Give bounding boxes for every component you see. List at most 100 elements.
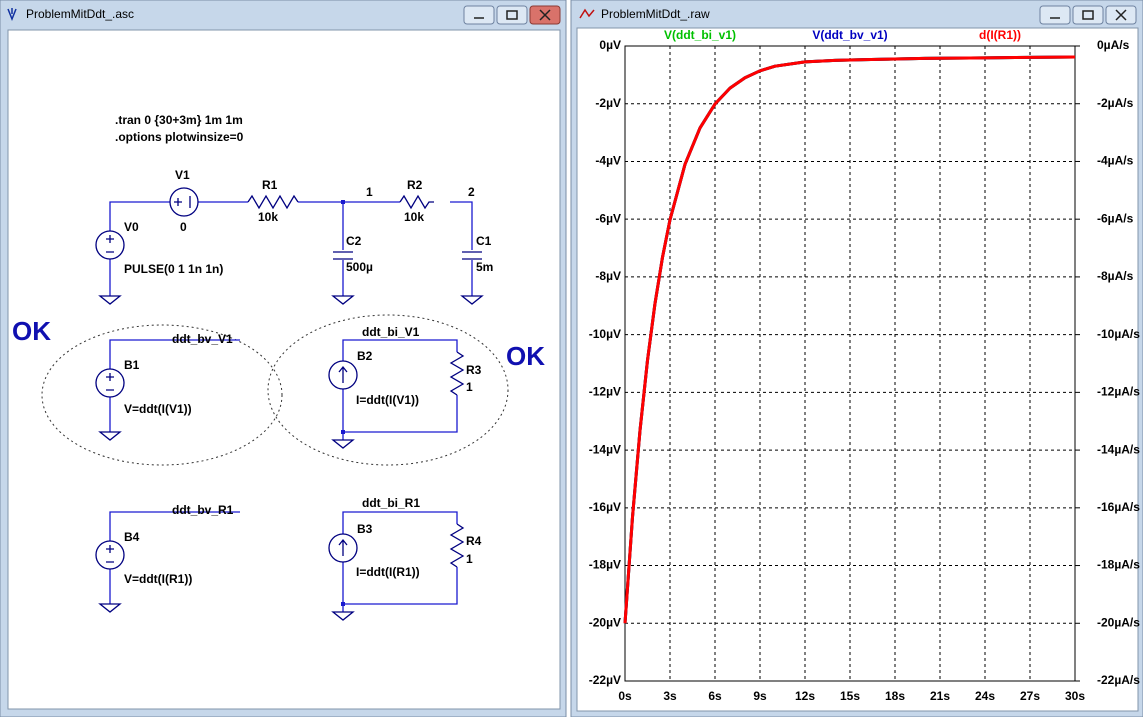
current-source	[328, 360, 358, 390]
trace	[623, 55, 1076, 624]
button-glyphs	[474, 9, 551, 21]
y-tick-label: 0µV	[599, 38, 621, 52]
y2-tick-label: -14µA/s	[1097, 442, 1140, 456]
title-bar: ProblemMitDdt_.asc	[7, 5, 561, 25]
x-tick-label: 18s	[885, 689, 905, 703]
v0-source	[95, 230, 125, 260]
grounds	[98, 295, 484, 305]
label: I=ddt(I(R1))	[356, 565, 420, 579]
minimize-button[interactable]	[463, 5, 495, 25]
y-tick-label: -6µV	[595, 211, 621, 225]
wires	[109, 339, 458, 612]
current-source	[328, 533, 358, 563]
label: R2	[407, 178, 423, 192]
x-tick-label: 27s	[1020, 689, 1040, 703]
label: 1	[466, 380, 473, 394]
label: V0	[124, 220, 139, 234]
button-glyphs	[1050, 9, 1127, 21]
x-tick-label: 6s	[708, 689, 722, 703]
b-source	[95, 540, 125, 570]
y2-tick-label: -16µA/s	[1097, 500, 1140, 514]
x-tick-label: 9s	[753, 689, 767, 703]
current-arrows	[338, 365, 348, 556]
label: ddt_bi_V1	[362, 325, 420, 339]
x-tick-label: 0s	[618, 689, 632, 703]
junction	[341, 602, 345, 606]
y-tick-label: -4µV	[595, 154, 621, 168]
x-tick-label: 3s	[663, 689, 677, 703]
b-source	[95, 368, 125, 398]
junction	[341, 430, 345, 434]
y2-tick-label: 0µA/s	[1097, 38, 1130, 52]
y-tick-label: -8µV	[595, 269, 621, 283]
y-tick-label: -22µV	[589, 673, 621, 687]
label: V1	[175, 168, 190, 182]
legend-entry: V(ddt_bi_v1)	[664, 28, 736, 42]
group-ellipse	[41, 324, 283, 466]
waveform-window: ProblemMitDdt_.raw 0µV -2µV -4µV -6µV -8µV -1…	[570, 0, 1143, 717]
schematic-window: ProblemMitDdt_.asc .tran 0 {30+3m} 1m 1m…	[0, 0, 567, 717]
source-signs	[106, 373, 114, 563]
label: B3	[357, 522, 373, 536]
app-icon	[579, 8, 595, 19]
label: B1	[124, 358, 140, 372]
label: 10k	[404, 210, 424, 224]
y-tick-label: -18µV	[589, 558, 621, 572]
wires	[109, 201, 473, 296]
y-tick-label: -10µV	[589, 327, 621, 341]
y2-tick-label: -20µA/s	[1097, 615, 1140, 629]
group-ellipse	[267, 314, 509, 466]
minimize-button[interactable]	[1039, 5, 1071, 25]
maximize-button[interactable]	[496, 5, 528, 25]
label: R1	[262, 178, 278, 192]
label: C1	[476, 234, 492, 248]
plot: 0µV -2µV -4µV -6µV -8µV -10µV -12µV -14µV -16µV -…	[589, 28, 1141, 703]
label: B2	[357, 349, 373, 363]
label: 10k	[258, 210, 278, 224]
title-bar: ProblemMitDdt_.raw	[579, 5, 1137, 25]
label: ddt_bv_V1	[172, 332, 233, 346]
x-tick-label: 24s	[975, 689, 995, 703]
label: ddt_bi_R1	[362, 496, 420, 510]
v1-source	[169, 187, 199, 217]
y-tick-label: -12µV	[589, 385, 621, 399]
label: PULSE(0 1 1n 1n)	[124, 262, 223, 276]
window-title: ProblemMitDdt_.raw	[601, 7, 710, 21]
y2-tick-label: -4µA/s	[1097, 154, 1134, 168]
label: 1	[466, 552, 473, 566]
ok-annotation: OK	[12, 316, 51, 346]
label: R3	[466, 363, 482, 377]
junction	[341, 200, 345, 204]
directive: .options plotwinsize=0	[115, 130, 244, 144]
maximize-button[interactable]	[1072, 5, 1104, 25]
circuit-main	[95, 187, 484, 305]
label: 500µ	[346, 260, 373, 274]
label: B4	[124, 530, 140, 544]
x-tick-label: 21s	[930, 689, 950, 703]
directive: .tran 0 {30+3m} 1m 1m	[115, 113, 243, 127]
y2-tick-label: -8µA/s	[1097, 269, 1134, 283]
y2-tick-label: -6µA/s	[1097, 211, 1134, 225]
label: 2	[468, 185, 475, 199]
ok-annotation: OK	[506, 341, 545, 371]
v0-sign	[106, 235, 114, 253]
legend-entry: d(I(R1))	[979, 28, 1021, 42]
legend-entry: V(ddt_bv_v1)	[812, 28, 887, 42]
label: 0	[180, 220, 187, 234]
label: 1	[366, 185, 373, 199]
y-tick-label: -16µV	[589, 500, 621, 514]
resistors	[449, 351, 465, 568]
label: 5m	[476, 260, 493, 274]
label: R4	[466, 534, 482, 548]
y-tick-label: -20µV	[589, 615, 621, 629]
circuit-b-sources	[95, 339, 465, 621]
grounds	[98, 431, 355, 621]
x-tick-label: 12s	[795, 689, 815, 703]
y2-tick-label: -22µA/s	[1097, 673, 1140, 687]
label: C2	[346, 234, 362, 248]
y-tick-label: -2µV	[595, 96, 621, 110]
y-tick-label: -14µV	[589, 442, 621, 456]
label: I=ddt(I(V1))	[356, 393, 419, 407]
x-tick-label: 30s	[1065, 689, 1085, 703]
